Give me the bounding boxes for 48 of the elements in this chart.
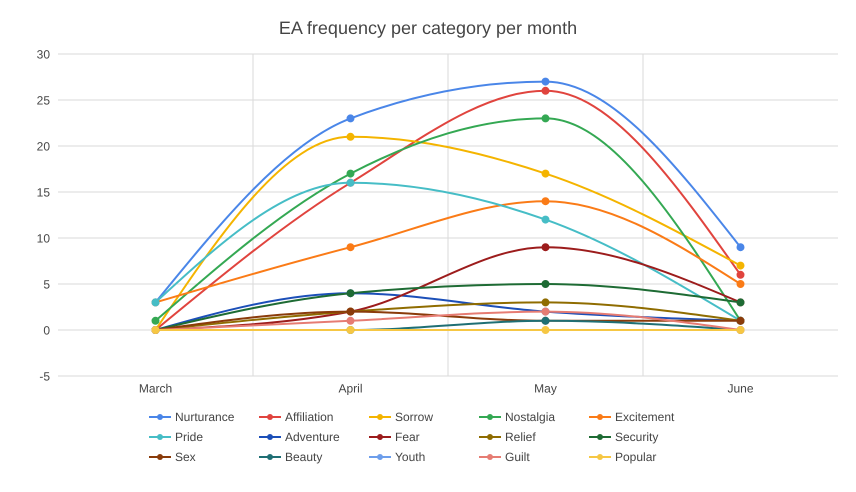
point <box>736 280 744 288</box>
legend-label: Pride <box>175 430 204 444</box>
legend-label: Guilt <box>505 450 530 464</box>
legend-label: Sex <box>175 450 196 464</box>
legend-label: Youth <box>395 450 426 464</box>
x-tick-label: March <box>138 382 172 396</box>
y-tick-label: 10 <box>36 231 50 246</box>
point <box>346 316 354 325</box>
legend-label: Relief <box>505 430 536 444</box>
x-tick-label: April <box>338 382 363 396</box>
point <box>346 132 354 141</box>
point <box>542 78 550 86</box>
legend-label: Popular <box>615 450 656 464</box>
point <box>736 270 744 279</box>
point <box>736 262 744 270</box>
point <box>346 170 354 178</box>
point <box>346 243 354 252</box>
legend-label: Nostalgia <box>505 410 556 424</box>
point <box>736 243 744 252</box>
point <box>346 114 354 122</box>
point <box>542 280 550 288</box>
point <box>542 114 550 122</box>
legend-label: Nurturance <box>175 410 234 424</box>
y-tick-label: 0 <box>43 323 50 338</box>
y-tick-label: 30 <box>36 47 50 62</box>
chart-title: EA frequency per category per month <box>278 17 578 40</box>
legend-label: Sorrow <box>395 410 434 424</box>
y-tick-label: 5 <box>43 277 50 292</box>
x-tick-label: June <box>727 382 754 396</box>
y-tick-label: 20 <box>36 139 50 154</box>
point <box>152 316 160 325</box>
point <box>542 326 550 334</box>
y-tick-label: 15 <box>36 185 50 200</box>
legend-label: Affiliation <box>285 410 334 424</box>
x-tick-label: May <box>534 382 557 396</box>
point <box>542 216 550 224</box>
legend-label: Fear <box>395 430 420 444</box>
point <box>542 170 550 178</box>
point <box>542 243 550 252</box>
y-tick-label: 25 <box>36 93 50 108</box>
legend-label: Excitement <box>615 410 674 424</box>
legend-label: Security <box>615 430 658 444</box>
legend-label: Beauty <box>285 450 322 464</box>
point <box>542 298 550 306</box>
point <box>542 197 550 206</box>
legend-label: Adventure <box>285 430 340 444</box>
point <box>542 86 550 95</box>
y-tick-label: -5 <box>39 369 50 384</box>
